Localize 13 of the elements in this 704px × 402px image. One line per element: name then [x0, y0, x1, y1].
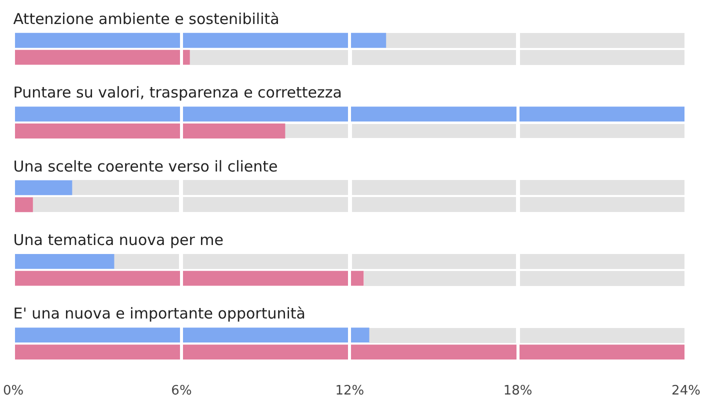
y-tick-label: Una scelte coerente verso il cliente — [13, 157, 278, 176]
x-tick-label: 6% — [171, 384, 192, 399]
bar — [14, 344, 686, 360]
y-tick-label: Puntare su valori, trasparenza e correttezza — [13, 84, 342, 102]
x-tick-label: 24% — [672, 384, 700, 399]
bar — [14, 197, 33, 212]
x-tick-label: 18% — [503, 384, 532, 399]
y-tick-label: Attenzione ambiente e sostenibilità — [13, 10, 280, 28]
bar — [14, 106, 686, 122]
x-tick-label: 0% — [3, 384, 24, 399]
y-tick-label: E' una nuova e importante opportunità — [13, 304, 306, 323]
y-tick-label: Una tematica nuova per me — [13, 230, 224, 249]
x-tick-label: 12% — [335, 384, 364, 399]
